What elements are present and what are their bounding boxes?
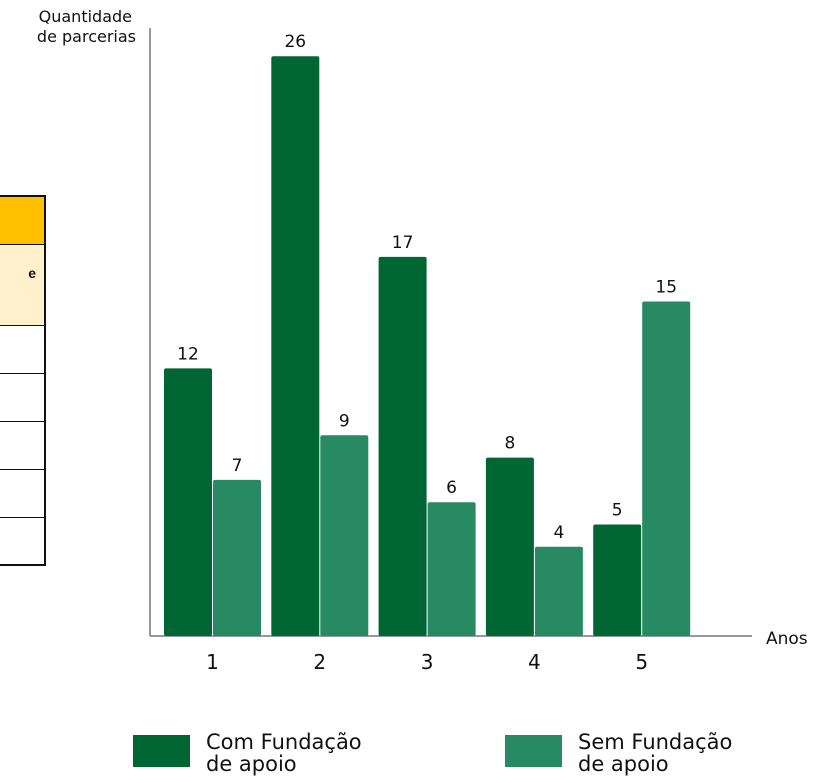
table-fragment: e bbox=[0, 195, 46, 566]
x-tick-label: 2 bbox=[313, 650, 326, 674]
bar-com-fundacao-3 bbox=[378, 256, 427, 636]
data-label: 6 bbox=[446, 478, 457, 498]
bar-sem-fundacao-5 bbox=[642, 301, 691, 636]
legend-item-sem-fundacao: Sem Fundação de apoio bbox=[505, 731, 768, 775]
data-label: 12 bbox=[177, 344, 199, 364]
data-label: 17 bbox=[392, 233, 414, 253]
x-tick-label: 5 bbox=[635, 650, 648, 674]
bar-com-fundacao-4 bbox=[485, 457, 534, 636]
legend-swatch-com-fundacao bbox=[133, 735, 190, 767]
legend-label-line-1: Sem Fundação bbox=[578, 730, 733, 754]
data-label: 8 bbox=[504, 434, 515, 454]
table-row bbox=[0, 470, 44, 518]
table-row bbox=[0, 422, 44, 470]
data-label: 26 bbox=[284, 32, 306, 52]
table-row bbox=[0, 326, 44, 374]
bar-com-fundacao-2 bbox=[271, 56, 320, 636]
table-subheader-text: e bbox=[28, 265, 36, 281]
legend-label-line-1: Com Fundação bbox=[206, 730, 362, 754]
bar-sem-fundacao-2 bbox=[320, 435, 369, 636]
data-label: 5 bbox=[612, 501, 623, 521]
y-axis-title-line-2: de parcerias bbox=[37, 27, 136, 46]
legend-item-com-fundacao: Com Fundação de apoio bbox=[133, 731, 396, 775]
data-label: 7 bbox=[232, 456, 243, 476]
table-subheader-row: e bbox=[0, 245, 44, 326]
data-label: 9 bbox=[339, 411, 350, 431]
legend-label-com-fundacao: Com Fundação de apoio bbox=[206, 731, 396, 775]
bar-sem-fundacao-4 bbox=[534, 546, 583, 636]
legend-swatch-sem-fundacao bbox=[505, 735, 562, 767]
table-row bbox=[0, 374, 44, 422]
y-axis-title-line-1: Quantidade bbox=[39, 7, 132, 26]
bar-sem-fundacao-3 bbox=[427, 502, 476, 636]
bar-sem-fundacao-1 bbox=[213, 479, 261, 636]
table-header-row bbox=[0, 197, 44, 245]
x-tick-label: 3 bbox=[421, 650, 434, 674]
bar-com-fundacao-5 bbox=[593, 524, 642, 636]
y-axis-title: Quantidade de parcerias bbox=[37, 7, 136, 46]
data-label: 15 bbox=[655, 278, 677, 298]
legend-label-sem-fundacao: Sem Fundação de apoio bbox=[578, 731, 768, 775]
legend-label-line-2: de apoio bbox=[578, 752, 669, 776]
data-label: 4 bbox=[553, 523, 564, 543]
legend-label-line-2: de apoio bbox=[206, 752, 297, 776]
bar-com-fundacao-1 bbox=[164, 368, 212, 636]
x-tick-label: 1 bbox=[206, 650, 219, 674]
bar-chart: Quantidade de parcerias Anos 12 7 1 26 9 2 17 6… bbox=[37, 7, 808, 674]
bars-group: 12 7 1 26 9 2 17 6 3 8 4 4 5 15 5 bbox=[164, 32, 691, 674]
x-axis-title: Anos bbox=[766, 629, 808, 649]
x-tick-label: 4 bbox=[528, 650, 541, 674]
